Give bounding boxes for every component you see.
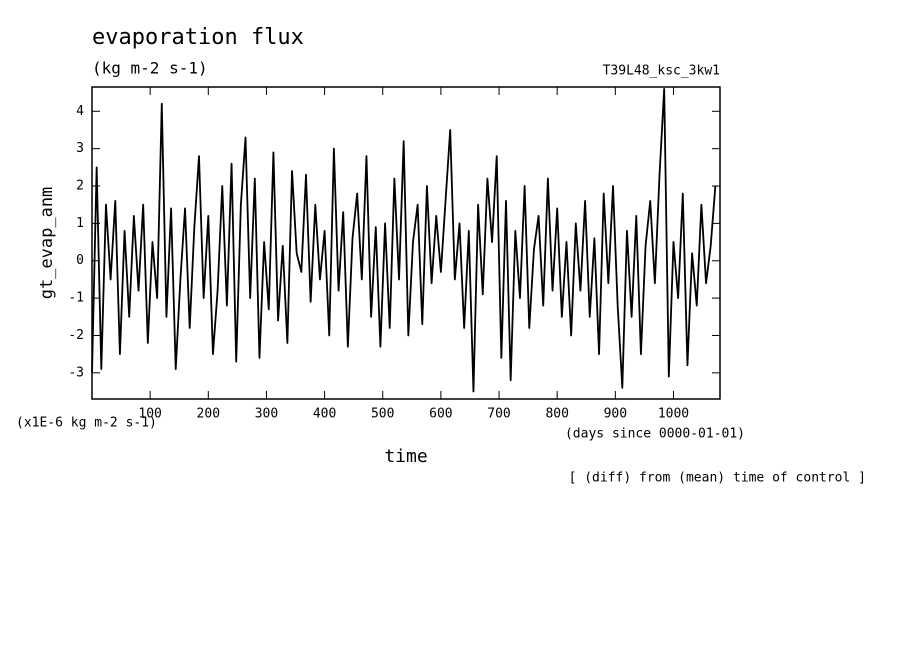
x-unit: (days since 0000-01-01): [565, 427, 745, 442]
x-tick-label: 800: [545, 407, 568, 422]
chart-title: evaporation flux: [92, 25, 304, 50]
data-line: [91, 87, 717, 393]
x-tick-label: 900: [604, 407, 627, 422]
x-axis-label: time: [384, 446, 427, 467]
x-tick-label: 200: [197, 407, 220, 422]
x-tick-label: 400: [313, 407, 336, 422]
plot-frame: [91, 86, 721, 400]
y-tick-label: -1: [68, 291, 84, 306]
y-tick-label: -2: [68, 328, 84, 343]
y-tick-label: 2: [76, 179, 84, 194]
y-tick-label: 1: [76, 216, 84, 231]
y-unit: (x1E-6 kg m-2 s-1): [16, 416, 157, 431]
x-tick-label: 600: [429, 407, 452, 422]
x-tick-label: 500: [371, 407, 394, 422]
experiment-label: T39L48_ksc_3kw1: [603, 64, 720, 79]
y-tick-label: 3: [76, 141, 84, 156]
x-tick-label: 300: [255, 407, 278, 422]
y-axis-label: gt_evap_anm: [37, 187, 57, 300]
footnote: [ (diff) from (mean) time of control ]: [569, 471, 866, 486]
y-tick-label: 0: [76, 253, 84, 268]
y-tick-label: -3: [68, 365, 84, 380]
x-tick-label: 100: [138, 407, 161, 422]
x-tick-label: 1000: [658, 407, 689, 422]
y-tick-label: 4: [76, 104, 84, 119]
x-tick-label: 700: [487, 407, 510, 422]
chart-subtitle: (kg m-2 s-1): [92, 59, 208, 78]
